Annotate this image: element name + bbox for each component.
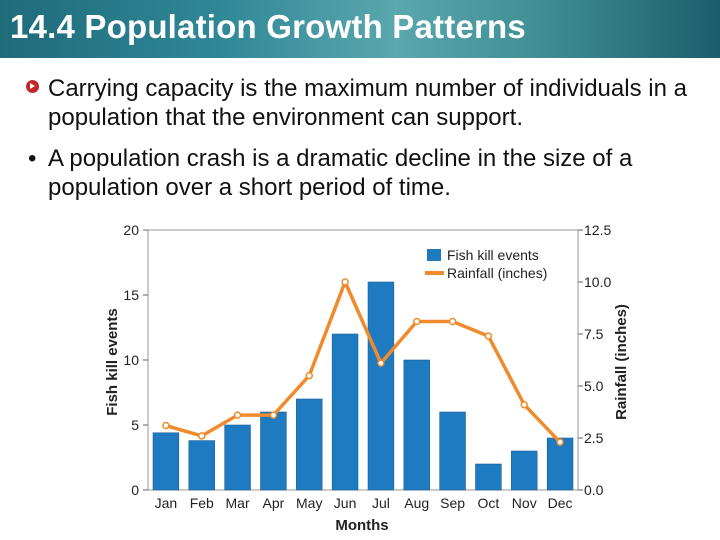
slide-title: 14.4 Population Growth Patterns (10, 8, 526, 45)
bar-series (152, 281, 574, 491)
rainfall-point-feb (198, 432, 206, 440)
rainfall-point-jun (341, 278, 349, 286)
y2-tick-label: 12.5 (584, 222, 611, 238)
bar-nov (511, 450, 538, 491)
y2-tick-label: 10.0 (584, 274, 611, 290)
legend-line-label: Rainfall (inches) (447, 265, 547, 281)
y2-tick-label: 5.0 (584, 378, 604, 394)
left-axis-ticks: 0 5 10 15 20 (123, 222, 148, 498)
bar-oct (475, 463, 502, 491)
x-tick-label-jun: Jun (334, 495, 357, 511)
bar-aug (403, 359, 430, 491)
bullet-text: A population crash is a dramatic decline… (48, 145, 633, 201)
y-tick-label: 5 (131, 417, 139, 433)
rainfall-point-sep (448, 317, 457, 326)
legend-bar-label: Fish kill events (447, 247, 539, 263)
legend-bar-swatch (427, 249, 441, 261)
rainfall-point-may (305, 371, 313, 380)
rainfall-point-oct (484, 332, 493, 340)
y-tick-label: 10 (123, 352, 139, 368)
rainfall-point-mar (233, 411, 242, 419)
bar-may (296, 398, 323, 491)
legend: Fish kill events Rainfall (inches) (425, 247, 547, 281)
x-tick-label-jul: Jul (372, 495, 390, 511)
bullet-carrying-capacity: Carrying capacity is the maximum number … (22, 74, 712, 132)
x-tick-label-apr: Apr (263, 495, 285, 511)
x-axis-ticks: Jan Feb Mar Apr May Jun Jul Aug Sep Oct Nov Dec (155, 495, 573, 511)
x-tick-label-aug: Aug (404, 495, 429, 511)
rainfall-line (165, 280, 562, 444)
y2-tick-label: 7.5 (584, 326, 604, 342)
bullet-text: Carrying capacity is the maximum number … (48, 75, 687, 131)
right-axis-ticks: 0.0 2.5 5.0 7.5 10.0 12.5 (578, 222, 611, 498)
bar-jun (331, 333, 359, 491)
bar-feb (188, 440, 215, 491)
y-tick-label: 15 (123, 287, 139, 303)
title-bar: 14.4 Population Growth Patterns (0, 0, 720, 58)
x-tick-label-nov: Nov (512, 495, 537, 511)
bar-sep (439, 411, 466, 491)
y2-tick-label: 2.5 (584, 430, 604, 446)
line-series (162, 278, 564, 446)
y2-axis-label: Rainfall (inches) (613, 304, 630, 420)
x-tick-label-oct: Oct (478, 495, 500, 511)
x-tick-label-sep: Sep (440, 495, 465, 511)
bullet-dot-icon: • (28, 145, 37, 172)
y-tick-label: 20 (123, 222, 139, 238)
rainfall-point-dec (556, 438, 564, 446)
bar-dec (546, 437, 574, 491)
rainfall-point-nov (520, 400, 528, 409)
y2-tick-label: 0.0 (584, 482, 604, 498)
x-tick-label-feb: Feb (190, 495, 214, 511)
x-tick-label-dec: Dec (548, 495, 573, 511)
rainfall-point-aug (413, 317, 421, 326)
x-tick-label-mar: Mar (226, 495, 250, 511)
red-arrow-bullet-icon (26, 80, 39, 93)
x-tick-label-jan: Jan (155, 495, 178, 511)
bar-jan (152, 432, 180, 491)
rainfall-point-jul (377, 359, 385, 367)
y-axis-label: Fish kill events (104, 308, 121, 416)
rainfall-point-jan (162, 421, 170, 430)
rainfall-point-apr (269, 411, 278, 419)
x-axis-label: Months (335, 517, 388, 534)
bar-jul (367, 281, 395, 491)
y-tick-label: 0 (131, 482, 139, 498)
bullet-population-crash: • A population crash is a dramatic decli… (22, 144, 712, 202)
x-tick-label-may: May (296, 495, 322, 511)
bar-mar (224, 424, 251, 491)
bar-apr (260, 411, 287, 491)
